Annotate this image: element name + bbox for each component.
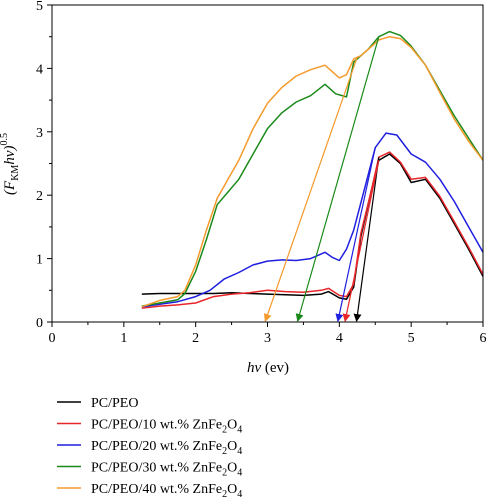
series-line-2 — [141, 132, 484, 308]
y-tick-label: 2 — [36, 189, 43, 204]
extrapolation-arrow-4 — [263, 56, 358, 322]
y-tick-label: 1 — [36, 253, 43, 268]
plot-area — [141, 30, 484, 309]
x-tick-label: 5 — [408, 331, 415, 346]
legend-label-4: PC/PEO/40 wt.% ZnFe2O4 — [91, 482, 242, 500]
y-tick-label: 5 — [36, 0, 43, 14]
legend-label-3: PC/PEO/30 wt.% ZnFe2O4 — [91, 461, 242, 479]
x-axis-label-unit: (ev) — [261, 360, 289, 376]
x-tick-label: 1 — [120, 331, 127, 346]
y-axis-label-mid: hv) — [2, 146, 18, 165]
x-tick-label: 2 — [192, 331, 199, 346]
legend-label-0: PC/PEO — [91, 396, 138, 411]
axes: 0 1 2 3 4 5 6 0 1 2 3 4 5 — [36, 0, 487, 346]
x-axis-label-main: hv — [247, 360, 262, 376]
extrapolation-arrow-3 — [295, 36, 380, 322]
x-tick-label: 3 — [264, 331, 271, 346]
y-axis-label-main: (F — [2, 180, 18, 195]
plot-frame — [51, 4, 484, 323]
legend-label-2: PC/PEO/20 wt.% ZnFe2O4 — [91, 439, 242, 457]
x-tick-label: 4 — [336, 331, 343, 346]
series-line-1 — [141, 151, 484, 309]
extrapolation-arrow-1 — [342, 160, 380, 322]
extrapolation-arrow-0 — [353, 157, 380, 322]
x-tick-label: 6 — [480, 331, 487, 346]
legend: PC/PEO PC/PEO/10 wt.% ZnFe2O4 PC/PEO/20 wt… — [57, 396, 242, 500]
extrapolation-arrow-2 — [335, 147, 376, 322]
x-axis-label: hv (ev) — [247, 360, 289, 376]
legend-label-1: PC/PEO/10 wt.% ZnFe2O4 — [91, 418, 242, 436]
x-tick-label: 0 — [49, 331, 56, 346]
extrapolation-arrows — [263, 36, 380, 322]
y-axis-label-sub: KM — [10, 165, 21, 181]
y-axis-label: (FKMhv)0.5 — [0, 133, 21, 195]
series-line-4 — [141, 35, 484, 308]
y-tick-label: 0 — [36, 316, 43, 331]
y-tick-label: 4 — [36, 62, 43, 77]
y-axis-label-sup: 0.5 — [0, 133, 10, 146]
y-tick-label: 3 — [36, 126, 43, 141]
